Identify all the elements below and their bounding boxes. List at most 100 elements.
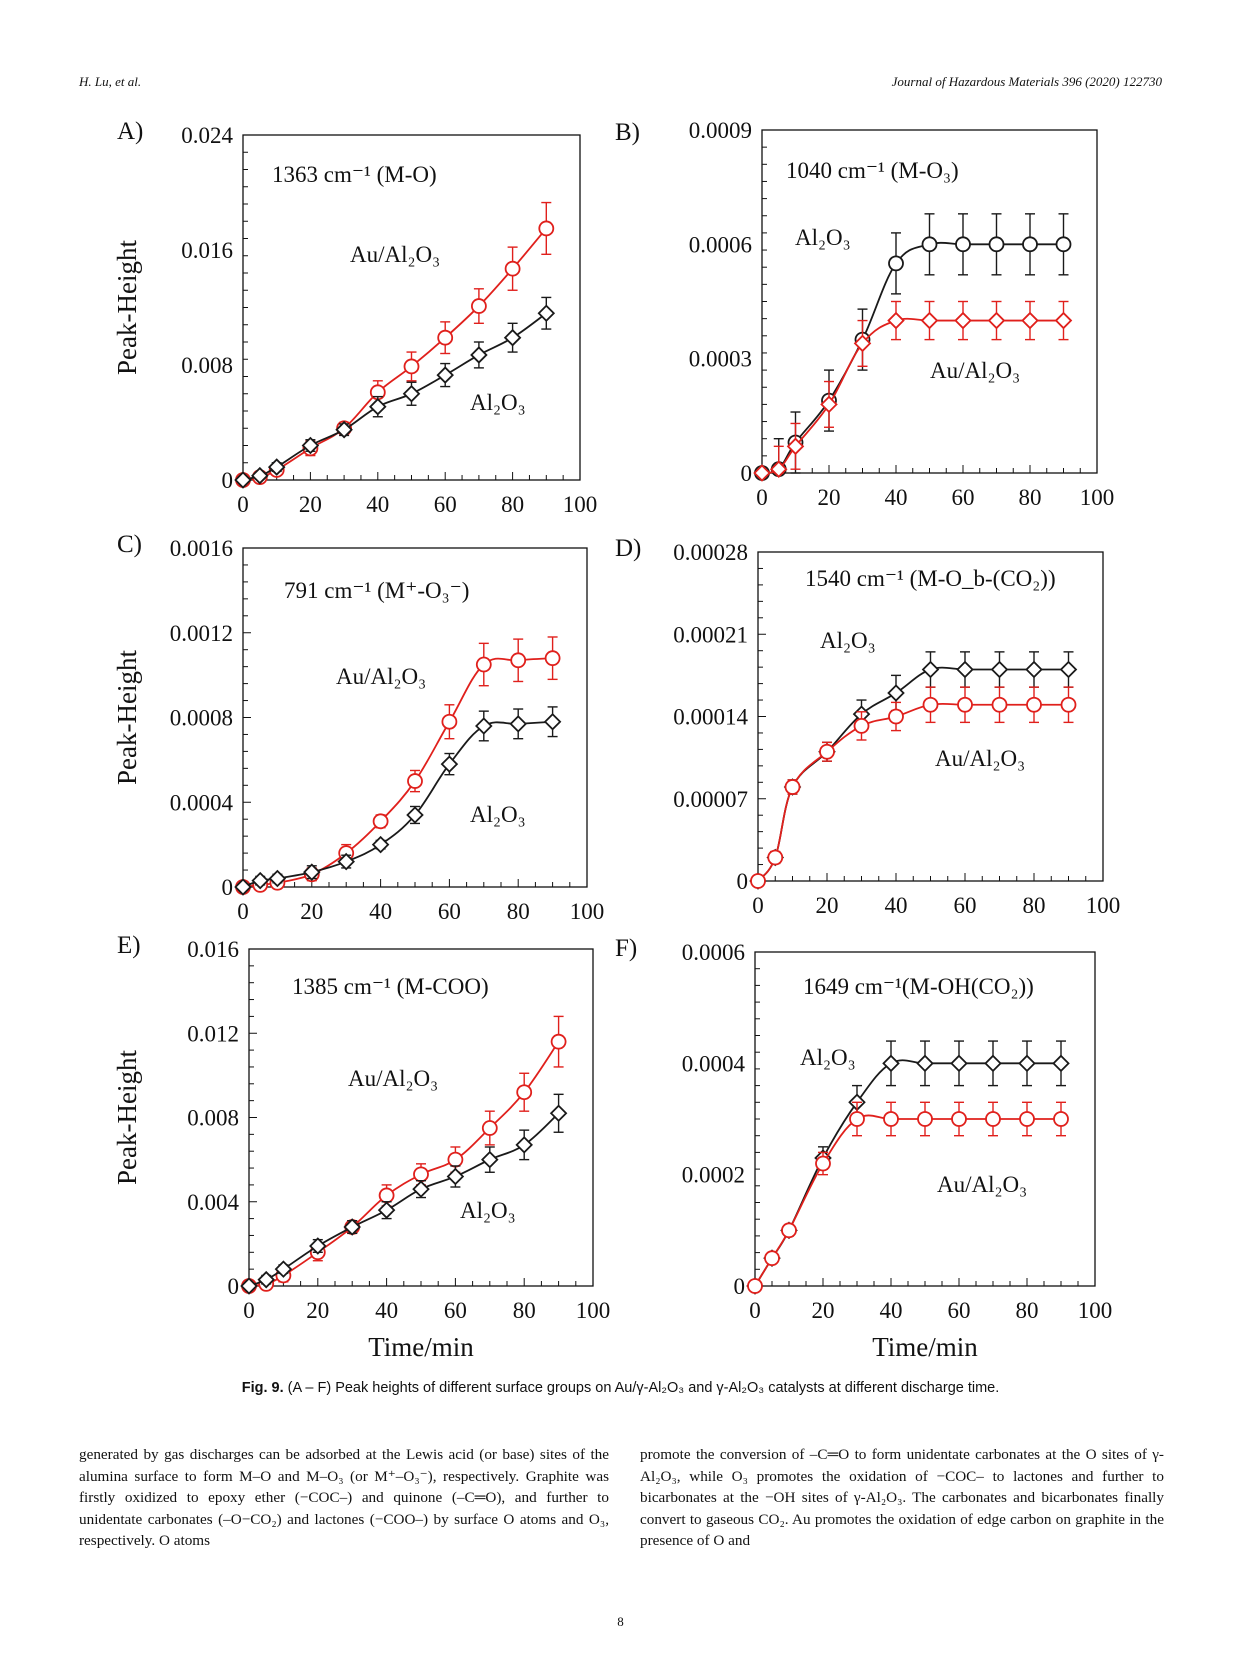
- data-point-diamond: [1059, 660, 1078, 679]
- data-point-circle: [888, 255, 904, 272]
- data-point-circle: [985, 1111, 1001, 1127]
- data-point-circle: [437, 329, 454, 346]
- data-point-diamond: [440, 755, 459, 773]
- data-point-circle: [372, 813, 389, 830]
- data-point-circle: [475, 656, 492, 673]
- body-column-right: promote the conversion of –C═O to form u…: [640, 1446, 1164, 1549]
- series-line: [761, 317, 1064, 474]
- y-tick-label: 0: [222, 875, 234, 900]
- data-point-diamond: [267, 458, 286, 476]
- x-tick-label: 100: [1080, 485, 1115, 510]
- panel-title: 1540 cm⁻¹ (M-O_b-(CO₂)): [805, 566, 1056, 591]
- chart-panel-f: 0 0.0002 0.0004 0.0006 0 20 40 60 80 100 F) 1649 cm…: [615, 935, 1112, 1362]
- y-tick-label: 0: [222, 468, 234, 493]
- data-point-circle: [407, 773, 423, 789]
- x-tick-label: 20: [816, 893, 839, 918]
- x-tick-label: 20: [300, 899, 323, 924]
- panel-letter: C): [117, 531, 142, 558]
- data-point-diamond: [769, 460, 788, 478]
- series-label: Au/Al₂O₃: [336, 664, 426, 689]
- data-point-diamond: [251, 871, 269, 890]
- x-tick-label: 60: [444, 1298, 467, 1323]
- series-line: [757, 702, 1069, 882]
- y-tick-label: 0.0006: [689, 232, 752, 257]
- data-point-diamond: [257, 1270, 275, 1289]
- x-tick-label: 20: [818, 485, 841, 510]
- data-point-diamond: [436, 366, 454, 384]
- data-point-diamond: [268, 869, 287, 888]
- panel-letter: B): [615, 119, 640, 146]
- y-tick-label: 0.00007: [673, 787, 748, 812]
- data-point-circle: [504, 260, 521, 277]
- x-tick-label: 80: [1016, 1298, 1039, 1323]
- figure-caption-text: (A – F) Peak heights of different surfac…: [283, 1380, 1000, 1396]
- data-point-circle: [767, 849, 784, 866]
- data-point-circle: [815, 1155, 831, 1172]
- plot-frame: [248, 948, 594, 1287]
- data-point-diamond: [240, 1277, 258, 1295]
- y-tick-label: 0.008: [187, 1106, 239, 1131]
- panel-title: 791 cm⁻¹ (M⁺-O₃⁻): [284, 578, 469, 603]
- y-tick-label: 0.0004: [682, 1051, 746, 1076]
- x-tick-label: 80: [513, 1298, 536, 1323]
- x-axis-title: Time/min: [872, 1332, 978, 1362]
- panel-letter: A): [117, 118, 143, 145]
- x-tick-label: 80: [1023, 893, 1046, 918]
- data-point-diamond: [990, 660, 1009, 679]
- data-point-diamond: [950, 1054, 968, 1073]
- series-label: Au/Al₂O₃: [348, 1066, 438, 1091]
- data-point-circle: [883, 1111, 899, 1127]
- x-tick-label: 60: [954, 893, 977, 918]
- y-tick-label: 0.0003: [689, 347, 752, 372]
- data-point-diamond: [1018, 1054, 1036, 1073]
- data-point-circle: [516, 1084, 533, 1101]
- data-point-diamond: [234, 878, 252, 896]
- x-tick-label: 60: [434, 492, 457, 517]
- x-tick-label: 0: [237, 492, 249, 517]
- x-tick-label: 40: [366, 492, 389, 517]
- data-point-diamond: [1021, 311, 1039, 330]
- x-tick-label: 80: [1019, 485, 1042, 510]
- data-point-diamond: [509, 715, 527, 733]
- x-tick-label: 40: [885, 485, 908, 510]
- series-label: Al₂O₃: [820, 628, 876, 653]
- data-point-circle: [955, 236, 971, 253]
- body-column-left: generated by gas discharges can be adsor…: [79, 1446, 609, 1549]
- series-label: Au/Al₂O₃: [930, 358, 1020, 383]
- data-point-circle: [917, 1111, 933, 1127]
- data-point-circle: [764, 1250, 780, 1267]
- panel-letter: D): [615, 535, 641, 562]
- y-tick-label: 0.00014: [673, 705, 748, 730]
- y-axis-title: Peak-Height: [112, 240, 142, 375]
- y-tick-label: 0.0008: [170, 706, 233, 731]
- data-point-diamond: [543, 712, 562, 731]
- data-point-diamond: [920, 311, 939, 330]
- y-tick-label: 0.00021: [673, 622, 748, 647]
- series-line: [754, 1114, 1061, 1287]
- figure-caption-label: Fig. 9.: [241, 1380, 284, 1396]
- data-point-circle: [991, 696, 1008, 713]
- y-tick-label: 0.016: [181, 238, 233, 263]
- chart-panel-e: 0 0.004 0.008 0.012 0.016 0 20 40 60 80 100 E) 1385 …: [112, 932, 610, 1362]
- data-point-circle: [1055, 236, 1072, 253]
- data-point-diamond: [887, 311, 905, 330]
- data-point-diamond: [984, 1054, 1002, 1073]
- data-point-circle: [784, 779, 801, 795]
- x-tick-label: 60: [438, 899, 461, 924]
- data-point-circle: [922, 696, 939, 713]
- panel-title: 1649 cm⁻¹(M-OH(CO₂)): [803, 974, 1034, 999]
- data-point-circle: [481, 1120, 498, 1136]
- y-tick-label: 0.00028: [673, 540, 748, 565]
- x-tick-label: 40: [375, 1298, 398, 1323]
- data-point-diamond: [309, 1237, 327, 1255]
- data-point-circle: [750, 873, 766, 889]
- data-point-circle: [819, 743, 835, 760]
- x-tick-label: 0: [752, 893, 764, 918]
- chart-panel-c: 0 0.0004 0.0008 0.0012 0.0016 0 20 40 60 80 100 C) 7…: [112, 531, 604, 924]
- series-label: Al₂O₃: [460, 1198, 516, 1223]
- data-point-circle: [413, 1166, 429, 1183]
- series-label: Al₂O₃: [800, 1045, 856, 1070]
- x-tick-label: 60: [948, 1298, 971, 1323]
- data-point-diamond: [251, 466, 269, 485]
- x-tick-label: 0: [237, 899, 249, 924]
